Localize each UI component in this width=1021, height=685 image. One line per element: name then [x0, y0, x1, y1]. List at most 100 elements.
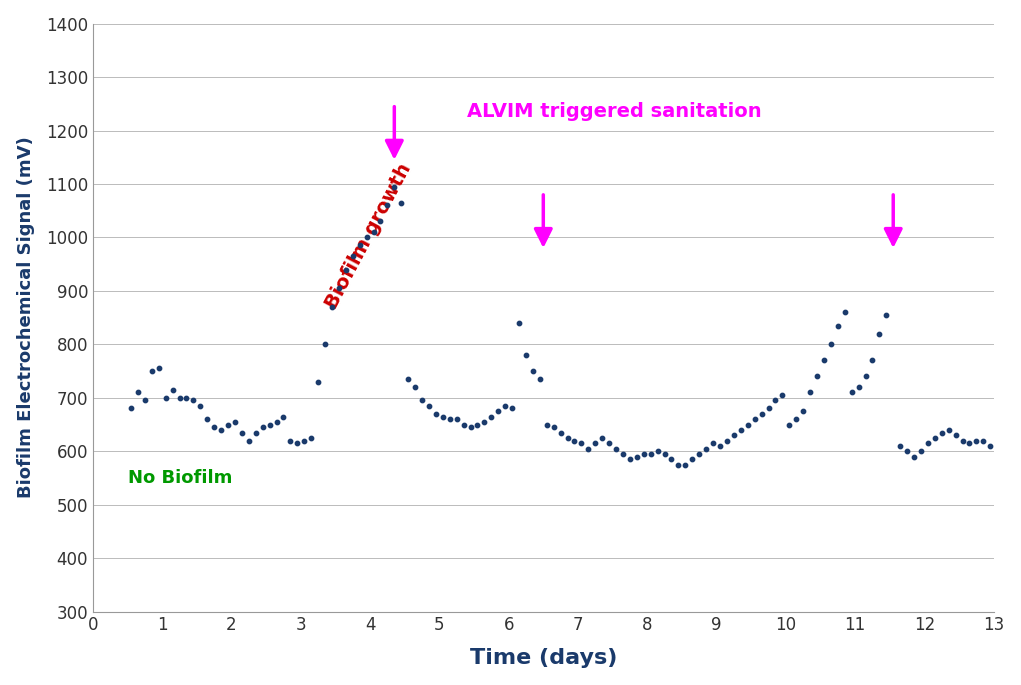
Point — [137, 395, 153, 406]
Point — [179, 393, 195, 403]
Point — [379, 200, 395, 211]
Point — [172, 393, 188, 403]
Point — [428, 408, 444, 419]
Point — [940, 425, 957, 436]
Point — [962, 438, 978, 449]
Point — [442, 414, 458, 425]
Point — [733, 425, 749, 436]
Point — [567, 435, 583, 446]
Point — [955, 435, 971, 446]
Point — [906, 451, 922, 462]
Point — [552, 427, 569, 438]
Point — [898, 446, 915, 457]
Point — [373, 216, 389, 227]
Point — [261, 419, 278, 430]
Point — [795, 406, 812, 416]
Point — [746, 414, 763, 425]
Point — [816, 355, 832, 366]
Point — [761, 403, 777, 414]
Point — [351, 240, 368, 251]
Point — [858, 371, 874, 382]
Point — [344, 251, 360, 262]
Point — [234, 427, 250, 438]
Point — [247, 427, 263, 438]
Point — [788, 414, 805, 425]
Point — [241, 435, 257, 446]
Point — [331, 283, 347, 294]
Point — [324, 301, 340, 312]
Point — [421, 400, 437, 411]
Point — [497, 400, 514, 411]
Text: No Biofilm: No Biofilm — [128, 469, 232, 487]
Point — [801, 387, 818, 398]
Point — [366, 227, 382, 238]
Point — [864, 355, 880, 366]
Point — [276, 411, 292, 422]
Point — [199, 414, 215, 425]
Point — [823, 339, 839, 350]
Point — [150, 363, 166, 374]
Point — [927, 432, 943, 443]
Point — [587, 438, 603, 449]
Point — [164, 384, 181, 395]
Point — [726, 429, 742, 440]
Point — [504, 403, 521, 414]
Point — [982, 440, 999, 451]
Point — [289, 438, 305, 449]
Point — [836, 307, 853, 318]
Point — [843, 387, 860, 398]
Point — [719, 435, 735, 446]
Point — [642, 449, 659, 460]
Point — [414, 395, 430, 406]
Point — [698, 443, 715, 454]
Point — [435, 411, 451, 422]
Point — [532, 373, 548, 384]
Point — [545, 422, 562, 433]
Point — [920, 438, 936, 449]
Point — [358, 232, 375, 243]
Point — [483, 411, 499, 422]
Point — [296, 435, 312, 446]
Point — [448, 414, 465, 425]
X-axis label: Time (days): Time (days) — [470, 648, 617, 669]
Point — [753, 408, 770, 419]
Point — [220, 419, 236, 430]
Point — [560, 432, 576, 443]
Point — [130, 387, 146, 398]
Point — [594, 432, 611, 443]
Point — [539, 419, 555, 430]
Point — [774, 390, 790, 401]
Point — [393, 197, 409, 208]
Point — [622, 453, 638, 464]
Point — [739, 419, 756, 430]
Point — [892, 440, 909, 451]
Point — [525, 366, 541, 377]
Point — [767, 395, 783, 406]
Point — [386, 182, 402, 192]
Point — [573, 438, 589, 449]
Point — [809, 371, 825, 382]
Point — [254, 422, 271, 433]
Point — [871, 328, 887, 339]
Point — [206, 422, 223, 433]
Point — [684, 453, 700, 464]
Point — [455, 419, 472, 430]
Point — [157, 393, 174, 403]
Point — [144, 366, 160, 377]
Y-axis label: Biofilm Electrochemical Signal (mV): Biofilm Electrochemical Signal (mV) — [16, 137, 35, 499]
Point — [968, 435, 984, 446]
Point — [878, 310, 894, 321]
Point — [407, 382, 424, 393]
Point — [850, 382, 867, 393]
Point — [123, 403, 139, 414]
Point — [580, 443, 596, 454]
Point — [227, 416, 243, 427]
Point — [615, 449, 631, 460]
Point — [213, 425, 230, 436]
Point — [677, 459, 693, 470]
Point — [975, 435, 991, 446]
Point — [947, 429, 964, 440]
Point — [664, 453, 680, 464]
Point — [933, 427, 950, 438]
Point — [310, 376, 327, 387]
